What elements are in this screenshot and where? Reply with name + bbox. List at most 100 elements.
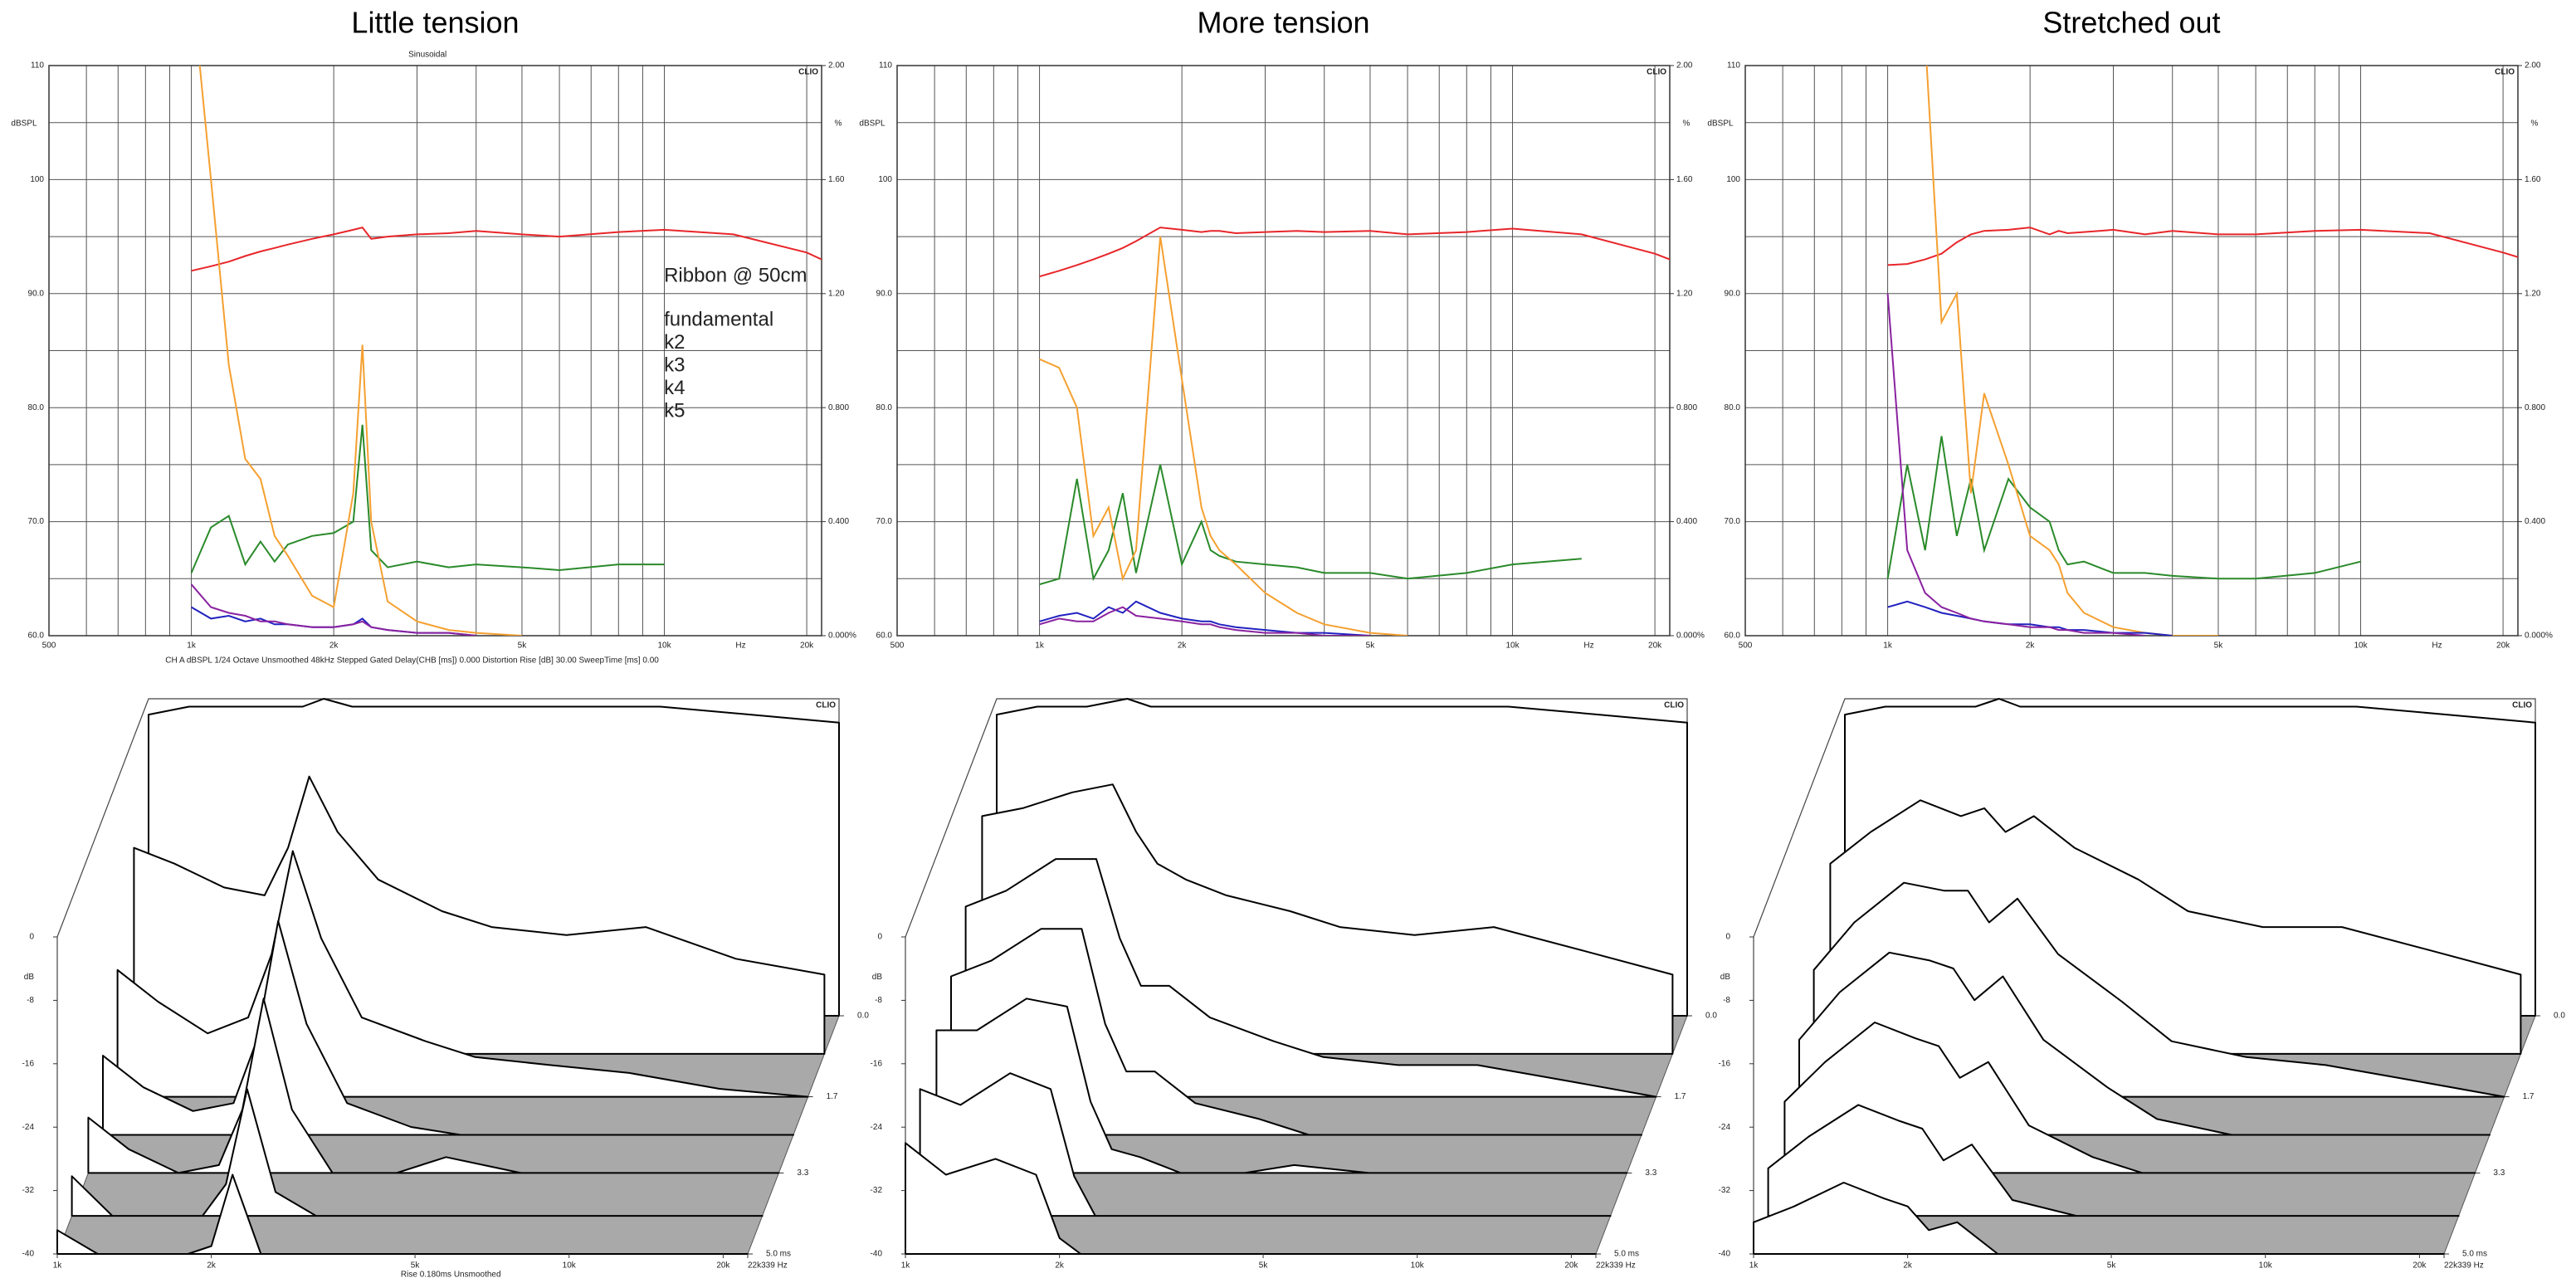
y-tick-label: 100 [30, 175, 44, 184]
chart-title: More tension [1197, 6, 1369, 40]
x-unit: Hz [2432, 642, 2442, 651]
y-tick-label: 90.0 [28, 289, 45, 298]
y2-tick-label: 0.400 [828, 517, 849, 526]
z-tick-label: 3.3 [1645, 1168, 1656, 1178]
series-line [1887, 600, 2173, 636]
y-tick-label: 80.0 [876, 403, 893, 412]
y-tick-label: 0 [1725, 933, 1730, 942]
x-tick-label: 20k [716, 1261, 730, 1271]
series-line [190, 424, 665, 573]
y2-tick-label: 0.400 [2525, 517, 2545, 526]
legend-entry: k2 [664, 331, 685, 354]
y-tick-label: 0 [877, 933, 882, 942]
x-tick-label: 20k [1648, 642, 1662, 651]
plot-frame [48, 65, 822, 637]
slice [56, 1173, 749, 1255]
y-tick-label: 60.0 [876, 632, 893, 641]
z-tick-label: 1.7 [2523, 1092, 2535, 1101]
y-tick-label: 100 [878, 175, 892, 184]
x-tick-label: 2k [1178, 642, 1188, 651]
y2-axis-label: % [835, 120, 842, 129]
series-line [198, 66, 523, 636]
y-tick-label: -16 [22, 1059, 35, 1068]
z-tick-label: 0.0 [2554, 1012, 2565, 1021]
x-tick-label: 5k [2214, 642, 2224, 651]
z-tick-label: 0.0 [857, 1012, 869, 1021]
slice [1753, 1182, 2445, 1255]
legend-entry: k5 [664, 399, 685, 422]
slice [905, 1142, 1597, 1255]
y-tick-label: -24 [871, 1123, 883, 1132]
slice [71, 1088, 764, 1217]
x-tick-label: 2k [1055, 1261, 1065, 1271]
annotation: Ribbon @ 50cm [664, 265, 807, 287]
y2-tick-label: 2.00 [1676, 61, 1693, 71]
series-line [1039, 600, 1371, 636]
z-tick-label: 5.0 ms [766, 1250, 791, 1259]
series-line [190, 583, 476, 636]
y2-tick-label: 1.20 [2525, 289, 2541, 298]
z-tick-label: 0.0 [1705, 1012, 1717, 1021]
x-tick-label: 10k [1505, 642, 1520, 651]
y-tick-label: -40 [22, 1250, 35, 1259]
y-axis-label: dB [24, 973, 35, 982]
y2-tick-label: 0.000% [1676, 632, 1705, 641]
series-line [1886, 293, 2145, 636]
footer: CH A dBSPL 1/24 Octave Unsmoothed 48kHz … [165, 656, 659, 666]
legend-entry: k3 [664, 354, 685, 376]
logo: CLIO [1647, 68, 1666, 77]
series-line [1886, 436, 2361, 580]
y-tick-label: -16 [1719, 1059, 1731, 1068]
y-tick-label: -32 [871, 1186, 883, 1195]
legend-entry: k4 [664, 377, 685, 399]
y2-tick-label: 0.000% [828, 632, 856, 641]
slice [1783, 1022, 2476, 1174]
z-tick-label: 5.0 ms [1614, 1250, 1639, 1259]
y-tick-label: -8 [1723, 996, 1730, 1005]
x-tick-label: 20k [2496, 642, 2510, 651]
series-line [191, 226, 822, 272]
y-tick-label: 80.0 [28, 403, 45, 412]
y2-tick-label: 0.400 [1676, 517, 1697, 526]
x-tick-label: 10k [2354, 642, 2368, 651]
y2-tick-label: 0.800 [2525, 403, 2545, 412]
y-tick-label: 60.0 [28, 632, 45, 641]
y-tick-label: 110 [1727, 61, 1740, 71]
x-tick-label: 20k [800, 642, 814, 651]
y-tick-label: -8 [875, 996, 882, 1005]
x-tick-label: 5k [1366, 642, 1376, 651]
y2-tick-label: 0.800 [828, 403, 849, 412]
y2-axis-label: % [2531, 120, 2539, 129]
logo: CLIO [816, 701, 836, 710]
x-tick-label: 1k [53, 1261, 63, 1271]
y-tick-label: 60.0 [1725, 632, 1741, 641]
y2-tick-label: 2.00 [828, 61, 845, 71]
y-axis-label: dBSPL [859, 120, 886, 129]
y2-tick-label: 1.60 [2525, 175, 2541, 184]
x-tick-label: 1k [1749, 1261, 1759, 1271]
y-tick-label: 70.0 [28, 517, 45, 526]
slice [964, 858, 1657, 1098]
y-tick-label: -32 [1719, 1186, 1731, 1195]
y-tick-label: 70.0 [876, 517, 893, 526]
chart-title: Stretched out [2042, 6, 2220, 40]
y-axis-label: dBSPL [11, 120, 37, 129]
y2-tick-label: 0.800 [1676, 403, 1697, 412]
y2-axis-label: % [1683, 120, 1690, 129]
x-tick-label: 2k [329, 642, 339, 651]
logo: CLIO [2495, 68, 2515, 77]
y-tick-label: -16 [871, 1059, 883, 1068]
x-tick-label: 5k [2107, 1261, 2117, 1271]
slice [87, 998, 780, 1174]
slice [950, 928, 1642, 1136]
y-tick-label: 100 [1726, 175, 1740, 184]
x-tick-label: 2k [1903, 1261, 1913, 1271]
x-tick-label: 500 [890, 642, 905, 651]
y-tick-label: -40 [871, 1250, 883, 1259]
x-tick-label: 5k [518, 642, 528, 651]
x-tick-label: 20k [2413, 1261, 2427, 1271]
logo: CLIO [1664, 701, 1684, 710]
y2-tick-label: 2.00 [2525, 61, 2541, 71]
x-tick-label: 20k [1564, 1261, 1578, 1271]
y-axis-label: dB [872, 973, 883, 982]
